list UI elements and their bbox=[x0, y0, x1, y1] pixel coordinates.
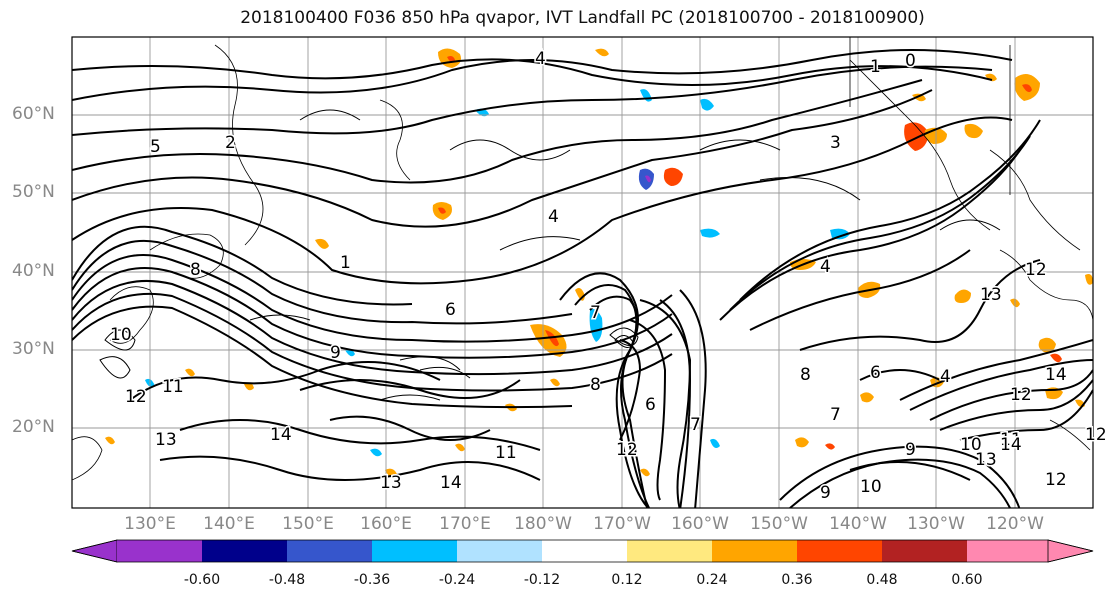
colorbar-tick-label: 0.24 bbox=[696, 572, 728, 588]
lon-label: 120°W bbox=[986, 514, 1044, 534]
colorbar-tick-label: -0.12 bbox=[523, 572, 561, 588]
colorbar-bin bbox=[372, 540, 457, 562]
colorbar-bin bbox=[967, 540, 1048, 562]
lon-label: 150°W bbox=[750, 514, 808, 534]
colorbar-extend-high bbox=[1047, 539, 1094, 563]
lon-label: 170°E bbox=[439, 514, 491, 534]
colorbar-tick-label: -0.48 bbox=[268, 572, 306, 588]
lon-label: 160°W bbox=[671, 514, 729, 534]
colorbar-extend-low bbox=[71, 539, 118, 563]
contour-detail bbox=[99, 109, 1001, 401]
colorbar-bin bbox=[202, 540, 287, 562]
lon-label: 160°E bbox=[360, 514, 412, 534]
colorbar-bin bbox=[287, 540, 372, 562]
lon-label: 140°E bbox=[203, 514, 255, 534]
map-background bbox=[72, 37, 1093, 508]
lat-label-30n: 30°N bbox=[12, 339, 55, 359]
lat-label-50n: 50°N bbox=[12, 182, 55, 202]
lon-label: 150°E bbox=[282, 514, 334, 534]
lon-label: 130°W bbox=[907, 514, 965, 534]
ivt-contours bbox=[72, 49, 1093, 508]
colorbar-bin bbox=[797, 540, 882, 562]
colorbar-tick-label: 0.36 bbox=[781, 572, 813, 588]
colorbar-tick-label: -0.60 bbox=[183, 572, 221, 588]
lon-label: 170°W bbox=[593, 514, 651, 534]
colorbar-bin bbox=[542, 540, 627, 562]
colorbar-bin bbox=[882, 540, 967, 562]
colorbar-tick-label: 0.48 bbox=[866, 572, 898, 588]
lon-label: 140°W bbox=[829, 514, 887, 534]
lon-label: 180°W bbox=[514, 514, 572, 534]
map-frame bbox=[71, 36, 1094, 509]
colorbar-bin bbox=[117, 540, 202, 562]
colorbar-tick-label: -0.36 bbox=[353, 572, 391, 588]
colorbar-bin bbox=[712, 540, 797, 562]
colorbar-bin bbox=[457, 540, 542, 562]
colorbar-bin bbox=[627, 540, 712, 562]
colorbar-tick-label: -0.24 bbox=[438, 572, 476, 588]
colorbar-tick-label: 0.60 bbox=[951, 572, 983, 588]
lat-label-20n: 20°N bbox=[12, 417, 55, 437]
map-title: 2018100400 F036 850 hPa qvapor, IVT Land… bbox=[240, 8, 925, 28]
colorbar bbox=[71, 539, 1094, 563]
colorbar-tick-label: 0.12 bbox=[611, 572, 643, 588]
lon-label: 130°E bbox=[124, 514, 176, 534]
lat-label-40n: 40°N bbox=[12, 261, 55, 281]
lat-label-60n: 60°N bbox=[12, 104, 55, 124]
